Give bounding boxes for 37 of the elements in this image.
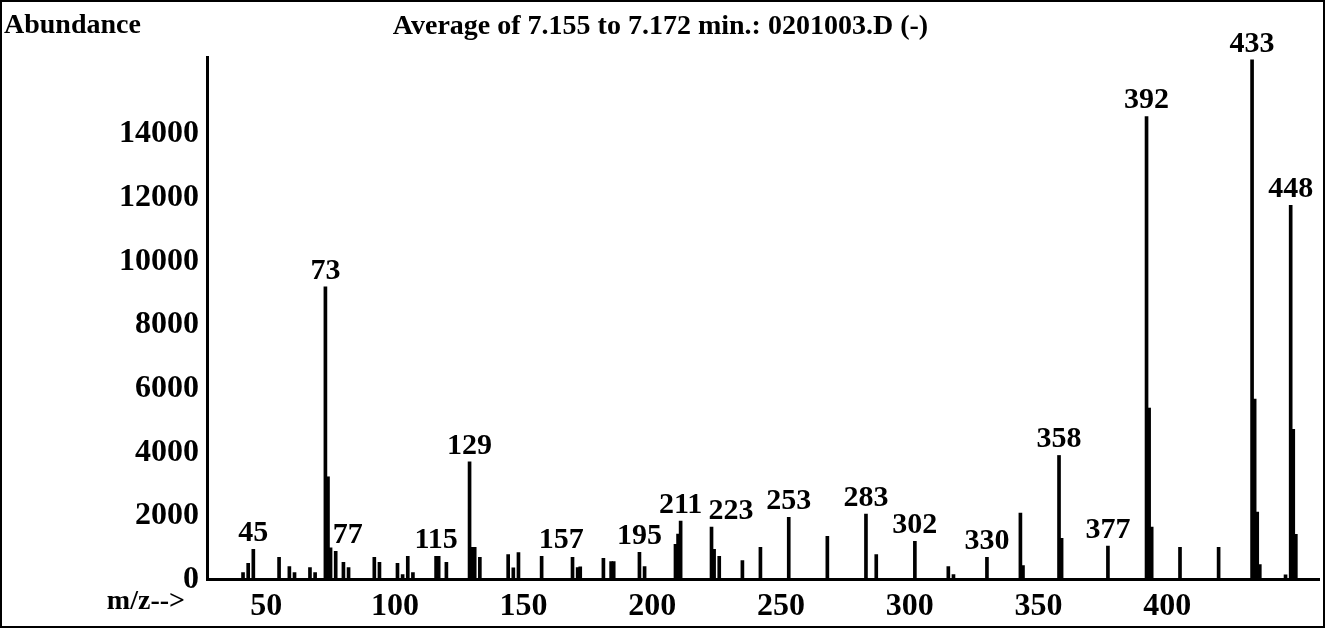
annotation: 330 [964, 522, 1010, 556]
y-tick-label: 4000 [135, 431, 199, 468]
annotation: 302 [892, 506, 938, 540]
annotation: 157 [538, 521, 584, 555]
y-tick-label: 10000 [119, 240, 199, 277]
annotation: 129 [447, 426, 493, 460]
x-tick-label: 250 [757, 586, 806, 623]
x-axis-title: m/z--> [106, 583, 185, 615]
x-tick-label: 200 [628, 586, 677, 623]
annotation: 433 [1229, 24, 1275, 58]
y-tick-label: 0 [183, 558, 199, 595]
y-tick-label: 8000 [135, 304, 199, 341]
y-tick-label: 12000 [119, 176, 199, 213]
y-tick-label: 6000 [135, 367, 199, 404]
annotation: 283 [843, 478, 889, 512]
annotation: 115 [414, 521, 458, 555]
x-tick-label: 50 [250, 586, 283, 623]
x-tick-label: 400 [1143, 586, 1192, 623]
y-tick-label: 14000 [119, 113, 199, 150]
x-tick-label: 150 [499, 586, 548, 623]
chart-title: Average of 7.155 to 7.172 min.: 0201003.D (-) [392, 9, 929, 41]
annotation: 45 [238, 514, 269, 548]
annotation: 223 [708, 491, 754, 525]
annotation: 392 [1124, 81, 1170, 115]
annotation: 77 [332, 516, 363, 550]
annotation: 358 [1036, 420, 1082, 454]
y-tick-label: 2000 [135, 495, 199, 532]
y-axis-title: Abundance [4, 8, 141, 40]
annotation: 448 [1268, 170, 1314, 204]
x-tick-label: 300 [885, 586, 934, 623]
annotation: 195 [616, 516, 662, 550]
annotation: 377 [1085, 510, 1131, 544]
annotation: 253 [766, 481, 812, 515]
annotation: 73 [310, 251, 341, 285]
x-tick-label: 350 [1014, 586, 1063, 623]
annotation: 211 [658, 485, 703, 519]
x-tick-label: 100 [370, 586, 419, 623]
